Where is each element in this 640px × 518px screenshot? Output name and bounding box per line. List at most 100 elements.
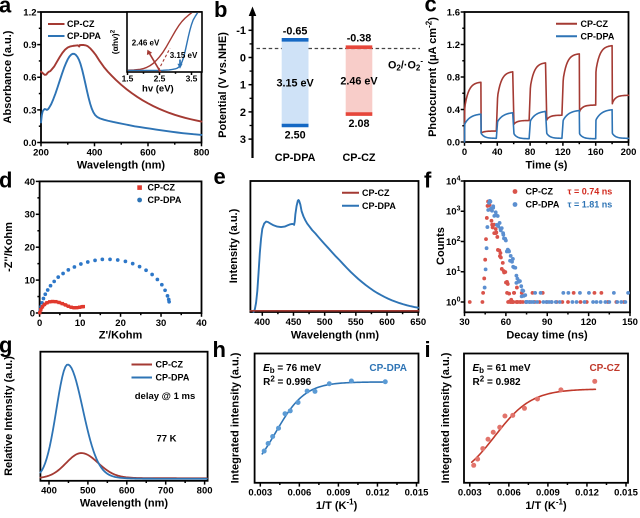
svg-text:0.0: 0.0 bbox=[23, 138, 36, 149]
svg-text:1.5: 1.5 bbox=[122, 74, 134, 84]
svg-text:40: 40 bbox=[196, 318, 207, 329]
svg-text:d: d bbox=[0, 167, 12, 192]
svg-text:30: 30 bbox=[25, 210, 36, 221]
svg-text:10: 10 bbox=[25, 276, 36, 287]
svg-text:1.2: 1.2 bbox=[447, 40, 460, 51]
svg-text:0.003: 0.003 bbox=[458, 488, 482, 499]
svg-text:2.50: 2.50 bbox=[285, 130, 306, 142]
svg-text:h: h bbox=[213, 337, 226, 362]
svg-text:(αhv)2: (αhv)2 bbox=[110, 29, 121, 54]
svg-text:0.015: 0.015 bbox=[614, 488, 638, 499]
svg-text:1: 1 bbox=[240, 80, 246, 92]
svg-text:600: 600 bbox=[140, 147, 156, 158]
svg-text:160: 160 bbox=[588, 147, 604, 158]
svg-text:Eb = 76 meV: Eb = 76 meV bbox=[263, 363, 321, 375]
svg-text:0.4: 0.4 bbox=[447, 105, 461, 116]
svg-text:150: 150 bbox=[622, 317, 638, 328]
svg-text:550: 550 bbox=[348, 317, 364, 328]
svg-text:1.2: 1.2 bbox=[23, 7, 36, 18]
svg-text:-0.65: -0.65 bbox=[283, 25, 308, 37]
svg-text:0.6: 0.6 bbox=[23, 73, 36, 84]
svg-text:-Z''/Kohm: -Z''/Kohm bbox=[3, 222, 15, 272]
svg-text:Photocurrent (μA cm-2): Photocurrent (μA cm-2) bbox=[425, 17, 440, 137]
svg-text:hv (eV): hv (eV) bbox=[142, 84, 174, 95]
svg-text:2.08: 2.08 bbox=[348, 118, 369, 130]
svg-text:Z'/Kohm: Z'/Kohm bbox=[99, 330, 143, 342]
svg-text:CP-DPA: CP-DPA bbox=[148, 195, 182, 205]
svg-text:2.46 eV: 2.46 eV bbox=[340, 75, 378, 87]
svg-text:60: 60 bbox=[501, 317, 512, 328]
svg-text:0: 0 bbox=[240, 52, 246, 64]
svg-text:Wavelength (nm): Wavelength (nm) bbox=[80, 498, 169, 510]
svg-text:b: b bbox=[214, 0, 227, 22]
svg-text:0.009: 0.009 bbox=[536, 488, 560, 499]
svg-text:CP-CZ: CP-CZ bbox=[67, 19, 95, 29]
svg-text:30: 30 bbox=[156, 318, 167, 329]
svg-text:3.15 eV: 3.15 eV bbox=[170, 51, 198, 60]
svg-text:Integrated intensity (a.u.): Integrated intensity (a.u.) bbox=[440, 352, 452, 483]
svg-text:Absorbance (a.u.): Absorbance (a.u.) bbox=[2, 30, 14, 123]
svg-text:450: 450 bbox=[286, 317, 302, 328]
svg-text:0.003: 0.003 bbox=[248, 488, 272, 499]
svg-text:600: 600 bbox=[379, 317, 395, 328]
svg-text:20: 20 bbox=[25, 243, 36, 254]
svg-text:CP-DPA: CP-DPA bbox=[275, 152, 316, 164]
svg-text:R2 = 0.982: R2 = 0.982 bbox=[473, 375, 522, 389]
svg-text:CP-CZ: CP-CZ bbox=[526, 187, 554, 197]
svg-text:Decay time (ns): Decay time (ns) bbox=[506, 330, 588, 342]
svg-text:τ = 1.81 ns: τ = 1.81 ns bbox=[568, 200, 613, 210]
svg-text:CP-CZ: CP-CZ bbox=[156, 360, 184, 370]
svg-text:500: 500 bbox=[317, 317, 333, 328]
svg-text:0.012: 0.012 bbox=[366, 488, 390, 499]
svg-text:800: 800 bbox=[197, 486, 213, 497]
svg-text:2.5: 2.5 bbox=[154, 74, 166, 84]
svg-text:CP-CZ: CP-CZ bbox=[343, 152, 376, 164]
svg-text:500: 500 bbox=[80, 486, 96, 497]
svg-text:120: 120 bbox=[581, 317, 597, 328]
svg-text:CP-DPA: CP-DPA bbox=[369, 363, 407, 374]
svg-text:400: 400 bbox=[87, 147, 103, 158]
svg-text:3.5: 3.5 bbox=[186, 74, 198, 84]
svg-text:Eb = 61 meV: Eb = 61 meV bbox=[473, 363, 531, 375]
svg-text:650: 650 bbox=[410, 317, 426, 328]
svg-text:Wavelength (nm): Wavelength (nm) bbox=[77, 160, 166, 172]
svg-text:delay @ 1 ms: delay @ 1 ms bbox=[135, 391, 196, 402]
svg-text:20: 20 bbox=[115, 318, 126, 329]
svg-text:400: 400 bbox=[41, 486, 57, 497]
svg-text:0.0: 0.0 bbox=[447, 137, 460, 148]
svg-text:0: 0 bbox=[37, 318, 42, 329]
svg-text:90: 90 bbox=[542, 317, 553, 328]
svg-text:10: 10 bbox=[75, 318, 86, 329]
svg-text:a: a bbox=[0, 0, 12, 18]
svg-text:CP-CZ: CP-CZ bbox=[362, 188, 390, 198]
svg-text:80: 80 bbox=[525, 147, 536, 158]
svg-text:0.006: 0.006 bbox=[288, 488, 312, 499]
svg-text:-0.38: -0.38 bbox=[347, 33, 372, 45]
svg-text:Time (s): Time (s) bbox=[526, 160, 568, 172]
svg-text:600: 600 bbox=[119, 486, 135, 497]
svg-text:f: f bbox=[424, 167, 432, 192]
svg-text:40: 40 bbox=[492, 147, 503, 158]
svg-text:1.6: 1.6 bbox=[447, 7, 460, 18]
svg-text:800: 800 bbox=[194, 147, 210, 158]
svg-text:30: 30 bbox=[459, 317, 470, 328]
svg-text:200: 200 bbox=[33, 147, 49, 158]
svg-text:Counts: Counts bbox=[435, 227, 447, 265]
svg-text:0: 0 bbox=[462, 147, 467, 158]
svg-text:Intensity (a.u.): Intensity (a.u.) bbox=[228, 208, 240, 283]
svg-text:CP-DPA: CP-DPA bbox=[581, 32, 615, 42]
svg-text:R2 = 0.996: R2 = 0.996 bbox=[263, 375, 312, 389]
svg-text:700: 700 bbox=[158, 486, 174, 497]
svg-text:0: 0 bbox=[30, 308, 35, 319]
svg-text:0.015: 0.015 bbox=[405, 488, 429, 499]
svg-text:Wavelength (nm): Wavelength (nm) bbox=[291, 330, 380, 342]
svg-text:0.3: 0.3 bbox=[23, 105, 36, 116]
svg-text:c: c bbox=[425, 0, 437, 17]
svg-text:77 K: 77 K bbox=[156, 434, 176, 445]
svg-text:τ = 0.74 ns: τ = 0.74 ns bbox=[568, 187, 613, 197]
svg-text:-1: -1 bbox=[236, 25, 246, 37]
svg-text:200: 200 bbox=[621, 147, 637, 158]
svg-text:0.006: 0.006 bbox=[497, 488, 521, 499]
svg-text:CP-DPA: CP-DPA bbox=[67, 31, 101, 41]
svg-text:Relative Intensity (a.u.): Relative Intensity (a.u.) bbox=[3, 356, 15, 476]
